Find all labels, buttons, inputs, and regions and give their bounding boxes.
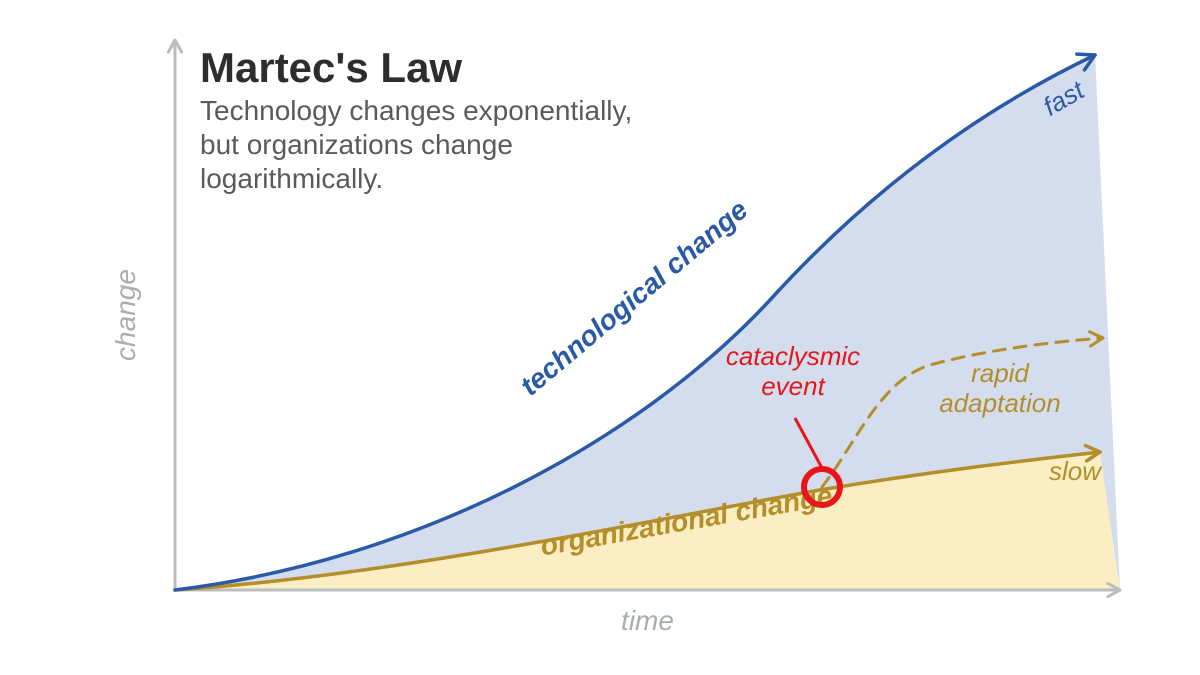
- chart-svg: timechangetechnological changefastorgani…: [0, 0, 1200, 675]
- subtitle-2: but organizations change: [200, 129, 513, 160]
- page-title: Martec's Law: [200, 44, 462, 91]
- chart-canvas: timechangetechnological changefastorgani…: [0, 0, 1200, 675]
- org-end-label: slow: [1049, 456, 1103, 486]
- event-label-1: cataclysmic: [726, 341, 860, 371]
- event-label-2: event: [761, 371, 826, 401]
- rapid-label-1: rapid: [971, 358, 1030, 388]
- y-axis-label: change: [110, 269, 141, 361]
- subtitle-3: logarithmically.: [200, 163, 383, 194]
- subtitle-1: Technology changes exponentially,: [200, 95, 632, 126]
- x-axis-label: time: [621, 605, 674, 636]
- rapid-label-2: adaptation: [939, 388, 1060, 418]
